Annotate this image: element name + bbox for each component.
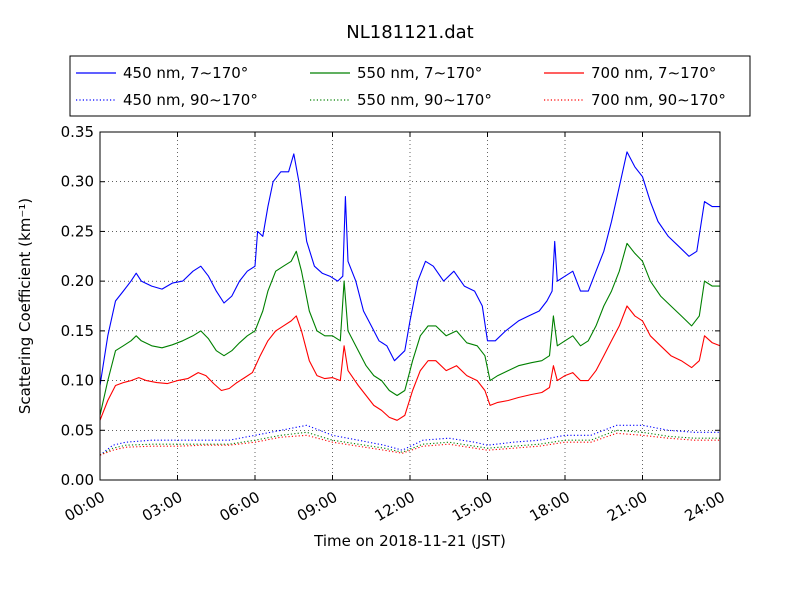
y-tick-label: 0.25 xyxy=(61,222,94,240)
legend-box xyxy=(69,55,751,117)
legend-label: 550 nm, 90∼170° xyxy=(357,91,492,109)
legend: 450 nm, 7∼170° 550 nm, 7∼170° 700 nm, 7∼17… xyxy=(69,55,751,117)
y-axis-label: Scattering Coefficient (km⁻¹) xyxy=(16,198,34,414)
y-tick-label: 0.35 xyxy=(61,123,94,141)
series-line-4 xyxy=(99,305,721,421)
legend-label: 700 nm, 7∼170° xyxy=(591,64,716,82)
series-lines xyxy=(99,151,721,456)
x-axis-label: Time on 2018-11-21 (JST) xyxy=(313,532,506,550)
y-tick-label: 0.30 xyxy=(61,173,94,191)
series-line-2 xyxy=(99,242,720,416)
y-tick-label: 0.05 xyxy=(61,421,94,439)
legend-label: 700 nm, 90∼170° xyxy=(591,91,726,109)
legend-label: 550 nm, 7∼170° xyxy=(357,64,482,82)
legend-label: 450 nm, 90∼170° xyxy=(123,91,258,109)
y-tick-label: 0.00 xyxy=(61,471,94,489)
chart-title: NL181121.dat xyxy=(346,22,473,43)
y-tick-label: 0.20 xyxy=(61,272,94,290)
y-tick-label: 0.10 xyxy=(61,372,94,390)
y-tick-label: 0.15 xyxy=(61,322,94,340)
series-line-0 xyxy=(99,151,720,386)
series-line-5 xyxy=(99,432,720,456)
series-line-3 xyxy=(99,429,720,456)
legend-label: 450 nm, 7∼170° xyxy=(123,64,248,82)
